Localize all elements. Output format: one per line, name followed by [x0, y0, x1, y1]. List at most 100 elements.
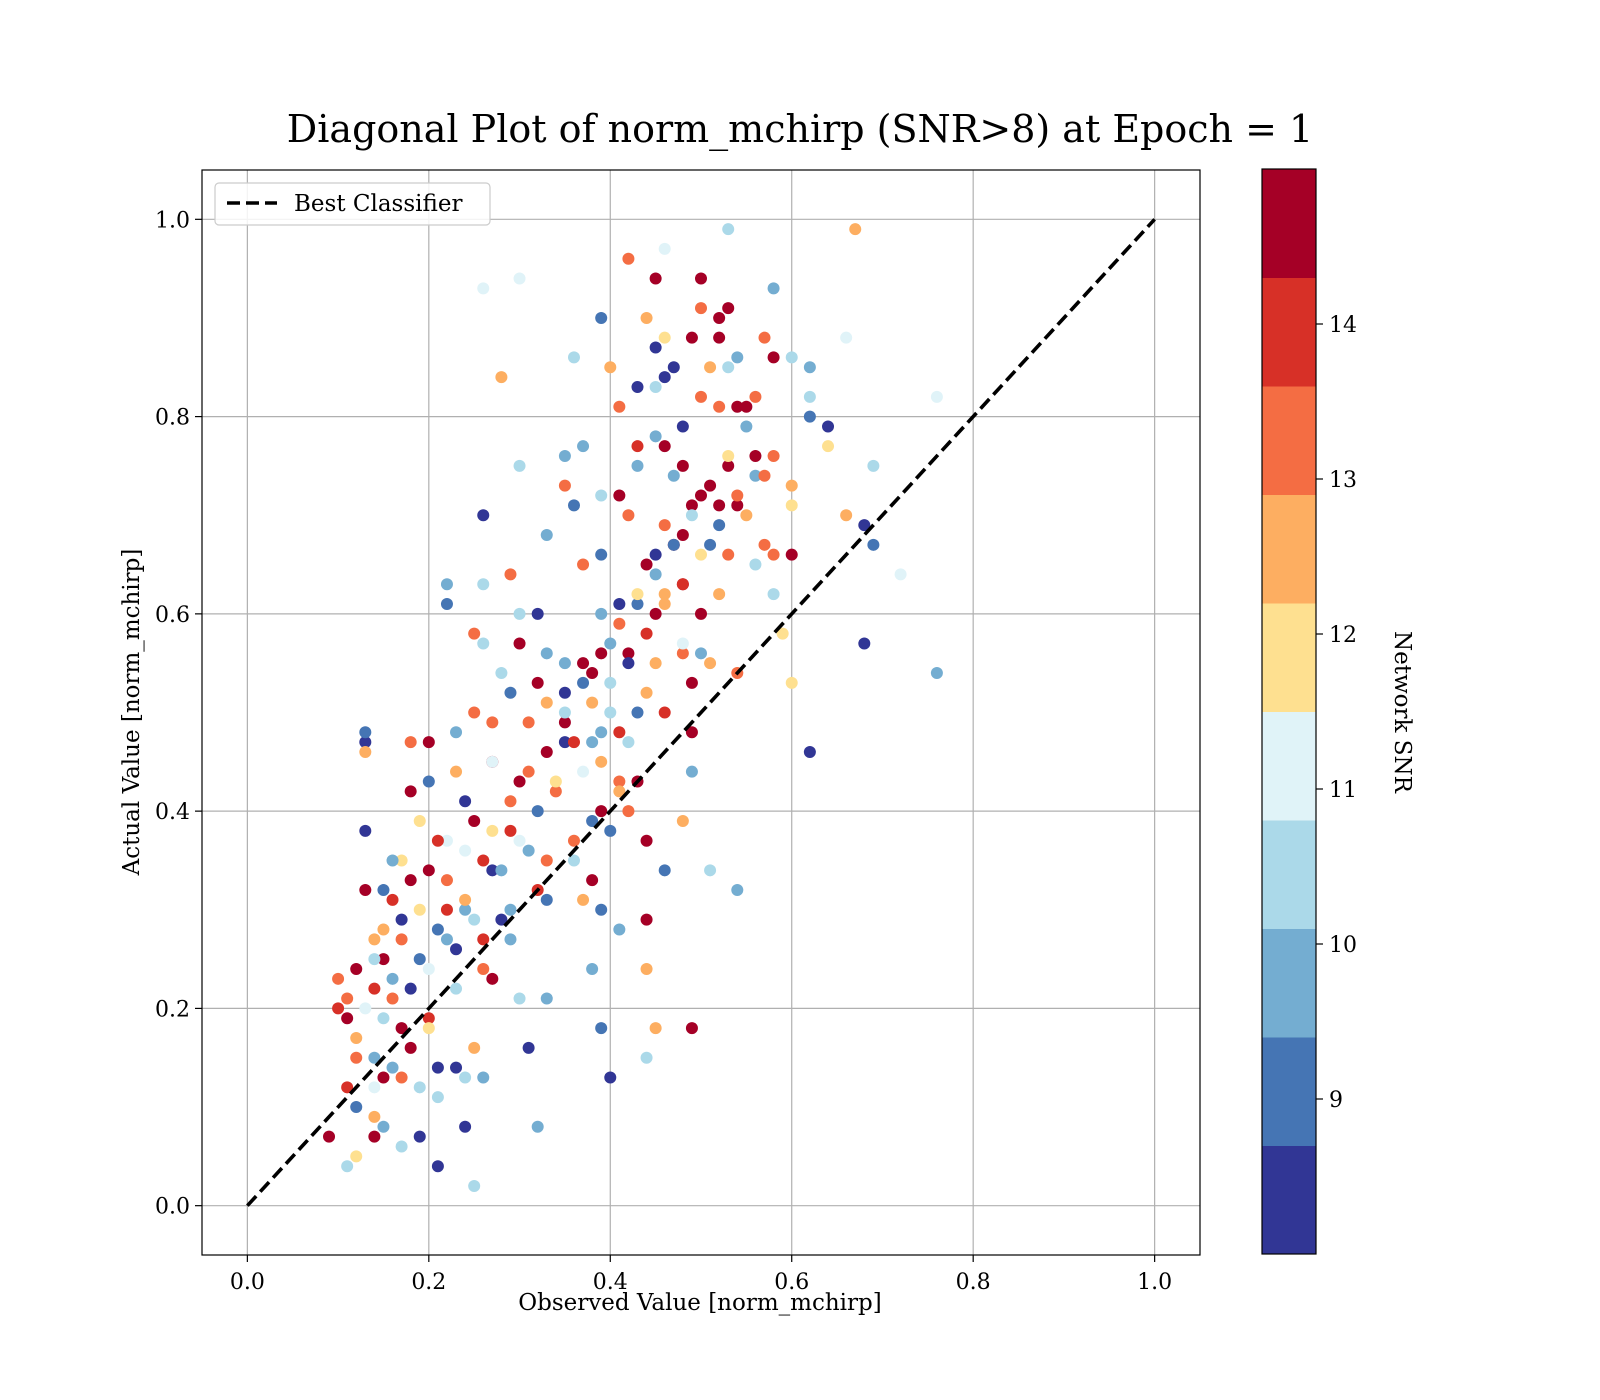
scatter-point	[676, 459, 689, 472]
scatter-point	[749, 558, 762, 571]
scatter-point	[613, 617, 626, 630]
scatter-point	[649, 272, 662, 285]
scatter-point	[440, 874, 453, 887]
scatter-point	[368, 1081, 381, 1094]
scatter-point	[840, 509, 853, 522]
scatter-point	[495, 913, 508, 926]
scatter-point	[704, 864, 717, 877]
scatter-point	[558, 706, 571, 719]
scatter-point	[595, 647, 608, 660]
x-tick-label: 0.2	[411, 1270, 446, 1295]
scatter-point	[395, 1071, 408, 1084]
scatter-point	[640, 558, 653, 571]
scatter-point	[658, 371, 671, 384]
scatter-point	[767, 588, 780, 601]
scatter-point	[785, 548, 798, 561]
colorbar-segment	[1262, 169, 1316, 278]
scatter-point	[713, 499, 726, 512]
scatter-point	[649, 568, 662, 581]
scatter-point	[368, 953, 381, 966]
scatter-point	[622, 509, 635, 522]
y-tick-label: 0.2	[155, 997, 190, 1022]
scatter-point	[604, 1071, 617, 1084]
scatter-point	[749, 450, 762, 463]
scatter-point	[486, 972, 499, 985]
scatter-point	[567, 736, 580, 749]
scatter-point	[758, 538, 771, 551]
scatter-point	[558, 686, 571, 699]
scatter-point	[386, 972, 399, 985]
scatter-point	[377, 953, 390, 966]
scatter-point	[631, 440, 644, 453]
scatter-point	[395, 913, 408, 926]
scatter-point	[613, 923, 626, 936]
scatter-point	[377, 923, 390, 936]
legend-label-best-classifier: Best Classifier	[294, 191, 462, 217]
scatter-point	[395, 1140, 408, 1153]
scatter-point	[459, 893, 472, 906]
scatter-point	[722, 223, 735, 236]
scatter-point	[413, 953, 426, 966]
colorbar-segment	[1262, 1145, 1316, 1255]
scatter-point	[477, 637, 490, 650]
scatter-point	[395, 1022, 408, 1035]
scatter-point	[722, 548, 735, 561]
scatter-point	[631, 598, 644, 610]
scatter-point	[595, 903, 608, 916]
scatter-point	[586, 696, 599, 709]
scatter-point	[450, 943, 463, 956]
scatter-point	[595, 548, 608, 561]
scatter-point	[930, 390, 943, 403]
scatter-point	[513, 992, 526, 1005]
colorbar-tick-label: 13	[1329, 468, 1357, 493]
scatter-point	[658, 598, 671, 610]
scatter-point	[332, 1002, 345, 1015]
scatter-point	[359, 726, 372, 739]
scatter-point	[731, 351, 744, 364]
x-tick-label: 1.0	[1137, 1270, 1172, 1295]
scatter-point	[404, 1041, 417, 1054]
scatter-point	[713, 311, 726, 324]
scatter-point	[567, 834, 580, 847]
scatter-point	[740, 420, 753, 433]
scatter-point	[858, 637, 871, 650]
scatter-point	[368, 982, 381, 995]
scatter-point	[413, 903, 426, 916]
x-axis-ticks: 0.0 0.2 0.4 0.6 0.8 1.0	[230, 1255, 1172, 1295]
x-tick-label: 0.0	[230, 1270, 265, 1295]
scatter-point	[359, 736, 372, 749]
scatter-point	[613, 775, 626, 788]
scatter-point	[822, 420, 835, 433]
scatter-point	[341, 1081, 354, 1094]
scatter-point	[440, 903, 453, 916]
scatter-point	[431, 1061, 444, 1074]
scatter-point	[803, 745, 816, 758]
scatter-point	[404, 785, 417, 798]
scatter-point	[440, 578, 453, 591]
scatter-point	[468, 1179, 481, 1192]
scatter-point	[658, 588, 671, 601]
scatter-point	[459, 903, 472, 916]
colorbar-segments	[1262, 169, 1316, 1255]
scatter-point	[558, 657, 571, 670]
scatter-point	[504, 568, 517, 581]
scatter-point	[377, 1071, 390, 1084]
scatter-point	[658, 519, 671, 532]
scatter-point	[695, 302, 707, 315]
scatter-point	[450, 1061, 463, 1074]
scatter-point	[450, 982, 463, 995]
scatter-point	[704, 479, 717, 492]
scatter-point	[422, 1012, 435, 1025]
scatter-point	[731, 489, 744, 502]
scatter-point	[649, 607, 662, 620]
scatter-point	[431, 923, 444, 936]
scatter-point	[695, 647, 707, 660]
scatter-point	[622, 805, 635, 818]
scatter-point	[604, 361, 617, 374]
scatter-point	[758, 331, 771, 344]
scatter-point	[386, 854, 399, 867]
colorbar-label: Network SNR	[1389, 631, 1415, 794]
scatter-point	[450, 765, 463, 778]
scatter-point	[359, 745, 372, 758]
scatter-point	[504, 903, 517, 916]
